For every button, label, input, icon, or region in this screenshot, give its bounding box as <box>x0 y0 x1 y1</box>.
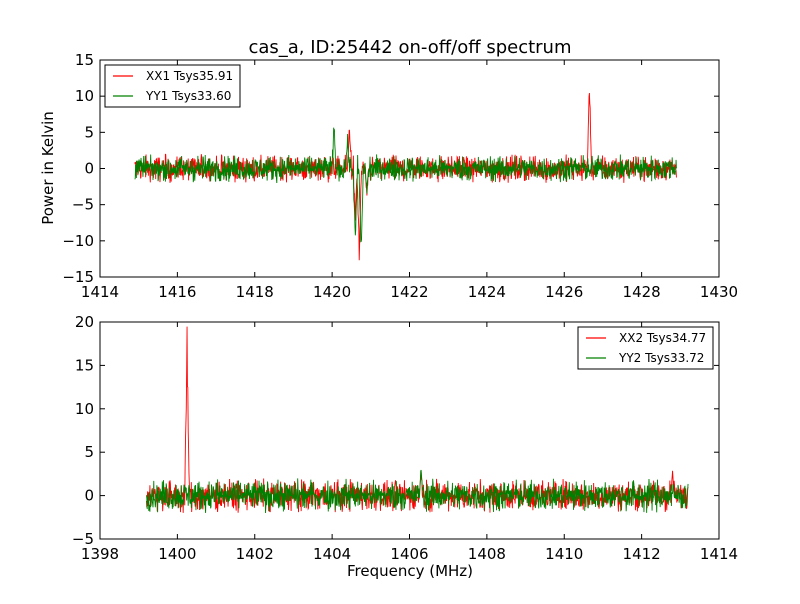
bottom-x-tick-label: 1402 <box>236 545 274 563</box>
bottom-y-tick-label: 5 <box>84 443 94 461</box>
top-ticks: 1414 1416 1418 1420 1422 1424 1426 1428 1430 15 10… <box>62 51 738 301</box>
top-legend-box <box>104 64 241 108</box>
top-series-line-yy <box>134 127 677 243</box>
bottom-series-group <box>145 326 689 513</box>
bottom-x-tick-label: 1406 <box>390 545 428 563</box>
bottom-legend-box <box>577 326 714 370</box>
bottom-y-tick-label: −5 <box>72 530 94 548</box>
bottom-x-tick-label: 1410 <box>545 545 583 563</box>
chart-title: cas_a, ID:25442 on-off/off spectrum <box>248 37 571 58</box>
top-legend-label-yy1: YY1 Tsys33.60 <box>145 89 231 103</box>
top-y-tick-label: −15 <box>62 268 94 286</box>
top-series-group <box>134 92 677 261</box>
bottom-x-tick-label: 1400 <box>158 545 196 563</box>
top-x-tick-label: 1422 <box>390 283 428 301</box>
top-x-tick-label: 1420 <box>313 283 351 301</box>
bottom-y-tick-label: 10 <box>75 400 94 418</box>
top-x-tick-label: 1428 <box>623 283 661 301</box>
bottom-series-line-yy <box>145 469 689 513</box>
bottom-legend-label-yy2: YY2 Tsys33.72 <box>618 351 704 365</box>
bottom-x-axis-label: Frequency (MHz) <box>347 562 473 580</box>
bottom-ticks: 1398 1400 1402 1404 1406 1408 1410 1412 1414 20 15… <box>72 313 738 563</box>
top-x-tick-label: 1418 <box>236 283 274 301</box>
top-y-tick-label: −5 <box>72 196 94 214</box>
bottom-panel: 1398 1400 1402 1404 1406 1408 1410 1412 1414 20 15… <box>72 313 738 580</box>
bottom-x-tick-label: 1408 <box>468 545 506 563</box>
bottom-x-tick-label: 1412 <box>623 545 661 563</box>
bottom-legend-label-xx2: XX2 Tsys34.77 <box>619 331 706 345</box>
bottom-x-tick-label: 1404 <box>313 545 351 563</box>
top-legend: XX1 Tsys35.91 YY1 Tsys33.60 <box>104 64 241 108</box>
bottom-y-tick-label: 20 <box>75 313 94 331</box>
top-y-tick-label: 15 <box>75 51 94 69</box>
top-x-tick-label: 1430 <box>700 283 738 301</box>
top-x-tick-label: 1424 <box>468 283 506 301</box>
top-legend-label-xx1: XX1 Tsys35.91 <box>146 69 233 83</box>
top-x-tick-label: 1414 <box>81 283 119 301</box>
top-y-tick-label: −10 <box>62 232 94 250</box>
top-y-tick-label: 0 <box>84 160 94 178</box>
top-panel: 1414 1416 1418 1420 1422 1424 1426 1428 1430 15 10… <box>39 51 738 301</box>
top-y-tick-label: 5 <box>84 123 94 141</box>
top-x-tick-label: 1416 <box>158 283 196 301</box>
bottom-x-tick-label: 1414 <box>700 545 738 563</box>
top-y-tick-label: 10 <box>75 87 94 105</box>
top-y-axis-label: Power in Kelvin <box>39 111 57 225</box>
bottom-y-tick-label: 15 <box>75 356 94 374</box>
bottom-x-tick-label: 1398 <box>81 545 119 563</box>
bottom-y-tick-label: 0 <box>84 487 94 505</box>
bottom-legend: XX2 Tsys34.77 YY2 Tsys33.72 <box>577 326 714 370</box>
top-x-tick-label: 1426 <box>545 283 583 301</box>
